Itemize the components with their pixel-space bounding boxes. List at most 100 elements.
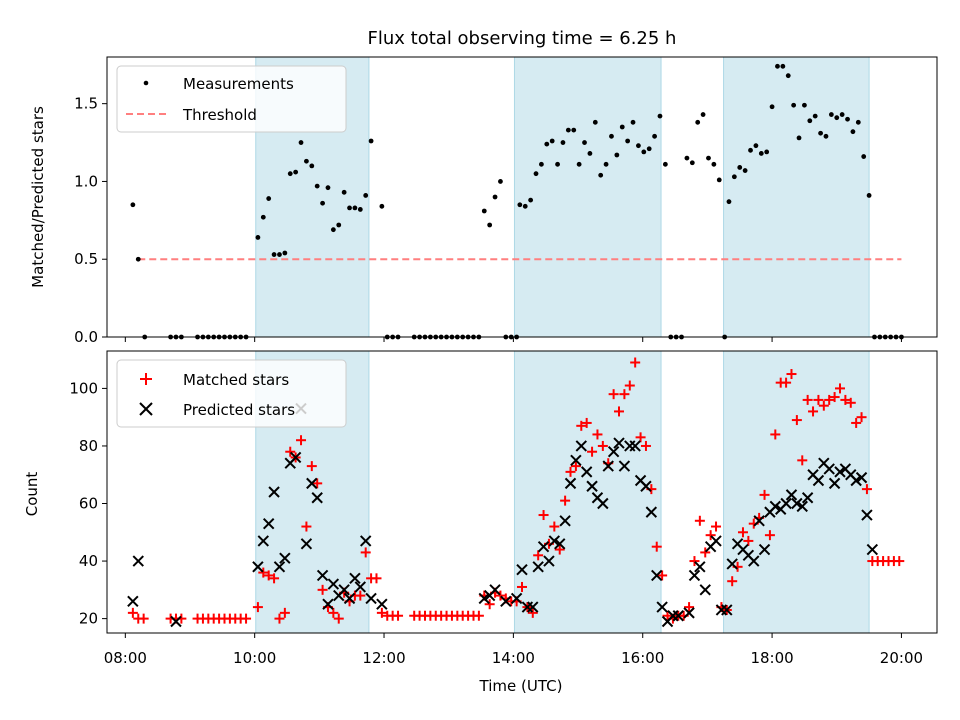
measurement-point — [544, 141, 550, 147]
matched-star-marker — [393, 610, 404, 621]
measurement-point — [314, 183, 320, 189]
predicted-star-marker — [548, 535, 561, 547]
matched-star-marker — [614, 406, 625, 417]
matched-star-marker — [333, 613, 344, 624]
measurement-point — [325, 185, 331, 191]
predicted-star-marker — [252, 561, 264, 573]
predicted-star-marker — [688, 569, 701, 582]
predicted-star-marker — [656, 601, 668, 613]
matched-star-marker — [791, 415, 802, 426]
matched-star-marker — [781, 377, 792, 388]
predicted-star-marker — [812, 474, 825, 487]
matched-star-marker — [301, 521, 312, 532]
measurement-point — [711, 161, 717, 167]
predicted-star-marker — [629, 440, 641, 452]
bottom-grid-ticks: 08:00 10:00 12:00 14:00 16:00 18:00 20:00 20 40 6… — [69, 379, 923, 667]
y-tick-label: 60 — [79, 495, 98, 513]
predicted-star-marker — [262, 517, 275, 530]
predicted-star-marker — [640, 480, 652, 492]
matched-stars-layer — [127, 357, 905, 624]
measurement-point — [539, 161, 544, 167]
predicted-star-marker — [828, 477, 841, 490]
measurement-point — [603, 161, 609, 167]
measurement-point — [528, 197, 534, 203]
matched-star-marker — [549, 521, 560, 532]
predicted-star-marker — [365, 592, 377, 605]
measurement-point — [652, 133, 657, 139]
measurement-point — [641, 149, 647, 155]
top-legend: Measurements Threshold — [116, 65, 347, 133]
predicted-star-marker — [376, 598, 388, 610]
predicted-star-marker — [127, 595, 139, 608]
matched-star-marker — [797, 455, 808, 466]
measurement-point — [533, 171, 539, 177]
measurement-point — [850, 129, 856, 135]
matched-star-marker — [376, 607, 387, 618]
bottom-plot-frame — [106, 350, 938, 634]
measurement-point — [700, 112, 706, 117]
observing-window-band — [513, 350, 662, 634]
y-tick-label: 20 — [79, 610, 98, 628]
measurement-point — [352, 205, 358, 211]
predicted-star-marker — [537, 540, 550, 553]
measurement-point — [487, 222, 493, 228]
predicted-star-marker — [850, 474, 862, 487]
measurement-point — [304, 158, 309, 164]
measurement-point — [619, 124, 625, 130]
predicted-star-marker — [300, 538, 313, 550]
matched-star-marker — [258, 567, 269, 578]
matched-star-marker — [279, 607, 290, 618]
predicted-star-marker — [748, 555, 760, 567]
measurement-point — [716, 177, 722, 183]
predicted-stars-legend-label: Predicted stars — [183, 401, 295, 419]
predicted-star-marker — [527, 601, 539, 613]
matched-star-marker — [371, 573, 382, 584]
matched-star-marker — [560, 495, 571, 506]
measurement-point — [363, 193, 369, 198]
top-panel: 0.0 0.5 1.0 1.5 Matched/Predicted stars Mea… — [29, 56, 938, 346]
measurement-point — [802, 102, 807, 108]
matched-stars-legend-label: Matched stars — [183, 371, 289, 389]
predicted-star-marker — [721, 604, 733, 616]
predicted-star-marker — [343, 592, 356, 605]
measurement-point — [379, 203, 385, 209]
matched-star-marker — [269, 573, 280, 584]
predicted-star-marker — [532, 561, 544, 573]
matched-star-marker — [527, 607, 538, 618]
predicted-star-marker — [559, 515, 571, 527]
matched-star-marker — [533, 550, 544, 561]
measurement-point — [592, 119, 598, 125]
predicted-star-marker — [586, 480, 598, 492]
predicted-star-marker — [543, 555, 555, 567]
x-tick-label: 16:00 — [621, 649, 664, 667]
matched-star-marker — [554, 544, 565, 555]
bottom-shaded-intervals — [255, 350, 870, 634]
observing-window-band — [513, 56, 662, 338]
predicted-star-marker — [597, 497, 609, 510]
predicted-star-marker — [564, 477, 577, 490]
measurement-point — [336, 222, 342, 228]
predicted-star-marker — [618, 460, 631, 472]
y-tick-label: 0.0 — [74, 328, 98, 346]
y-tick-label: 1.5 — [74, 95, 98, 113]
x-tick-label: 12:00 — [362, 649, 405, 667]
predicted-star-marker — [575, 440, 587, 452]
matched-star-marker — [565, 466, 576, 477]
predicted-star-marker — [327, 578, 340, 590]
matched-star-marker — [711, 521, 722, 532]
predicted-star-marker — [683, 607, 695, 619]
measurement-point — [368, 138, 374, 144]
measurement-point — [748, 147, 753, 153]
predicted-star-marker — [170, 615, 182, 628]
predicted-star-marker — [651, 569, 663, 582]
matched-star-marker — [312, 478, 323, 489]
predicted-star-marker — [758, 543, 771, 556]
predicted-star-marker — [613, 437, 625, 449]
predicted-star-marker — [322, 598, 334, 610]
predicted-star-marker — [726, 558, 738, 570]
measurements-legend-label: Measurements — [183, 75, 294, 93]
matched-star-marker — [662, 610, 673, 621]
predicted-star-marker — [311, 492, 323, 504]
measurement-point — [845, 116, 850, 122]
predicted-star-marker — [769, 500, 782, 513]
